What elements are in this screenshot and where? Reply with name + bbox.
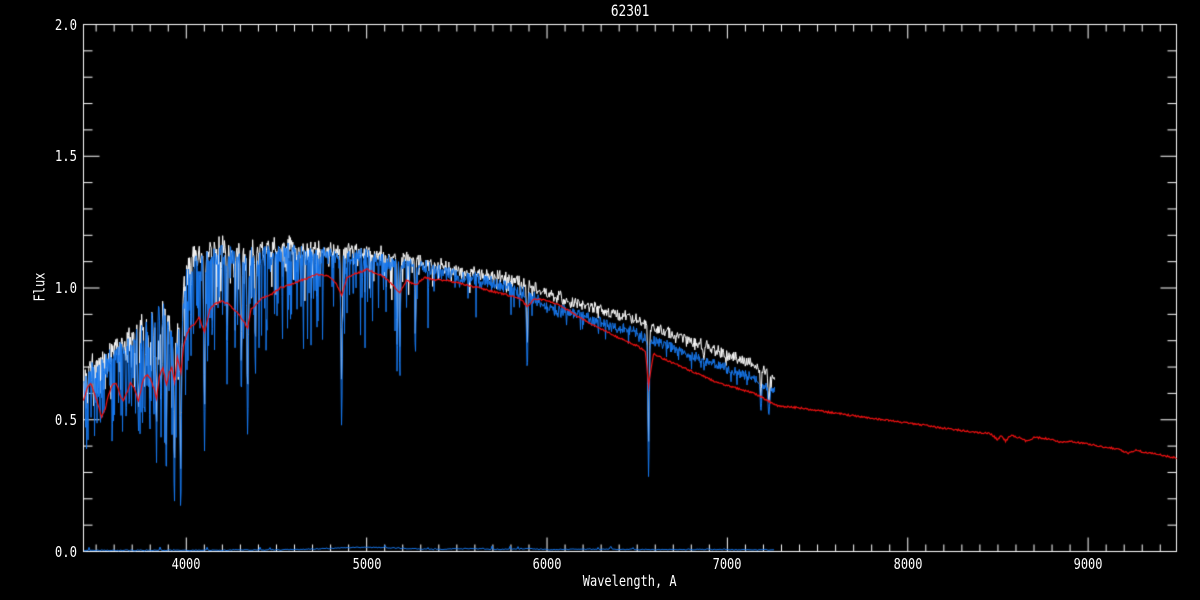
- y-tick-label: 1.0: [54, 279, 77, 297]
- x-tick-label: 9000: [1073, 555, 1103, 573]
- x-tick-label: 7000: [712, 555, 742, 573]
- x-tick-label: 8000: [893, 555, 923, 573]
- plot-title: 62301: [610, 1, 650, 20]
- y-tick-label: 1.5: [54, 147, 77, 166]
- y-tick-label: 0.5: [54, 410, 77, 429]
- x-tick-label: 4000: [171, 555, 201, 573]
- y-tick-label: 0.0: [54, 542, 77, 561]
- x-tick-label: 5000: [352, 555, 382, 573]
- x-tick-label: 6000: [532, 555, 562, 573]
- x-axis-title: Wavelength, A: [583, 572, 677, 590]
- y-tick-label: 2.0: [54, 15, 77, 34]
